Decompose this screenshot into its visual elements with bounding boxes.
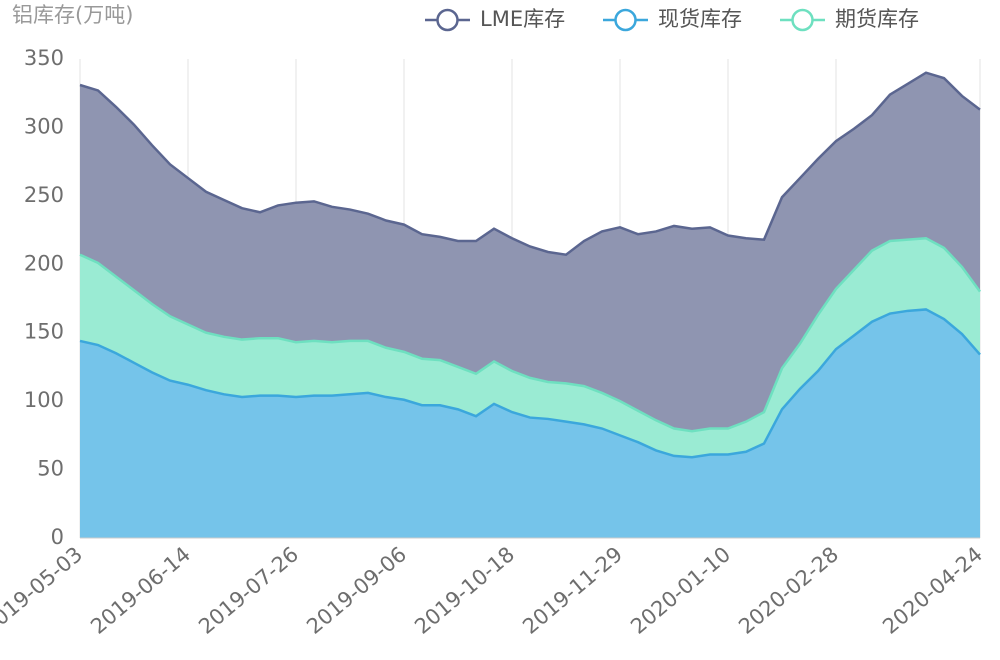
area-fill	[80, 72, 980, 432]
y-tick-label: 250	[24, 183, 64, 207]
x-tick-label: 2019-06-14	[86, 542, 195, 639]
x-tick-label: 2019-05-03	[0, 542, 87, 639]
x-tick-label: 2020-01-10	[626, 542, 735, 639]
legend-marker	[614, 8, 637, 32]
legend-marker	[436, 8, 459, 32]
legend-item: LME库存	[425, 7, 565, 32]
x-tick-label: 2019-11-29	[518, 542, 627, 639]
area-fill	[80, 238, 980, 458]
x-tick-label: 2019-09-06	[302, 542, 411, 639]
y-tick-label: 300	[24, 114, 64, 138]
legend-label: LME库存	[480, 7, 565, 31]
chart-title: 铝库存(万吨)	[12, 3, 133, 27]
y-tick-label: 0	[51, 525, 64, 549]
x-tick-label: 2020-02-28	[734, 542, 843, 639]
legend-label: 期货库存	[835, 7, 919, 31]
area-fill	[80, 309, 980, 538]
legend-label: 现货库存	[658, 7, 742, 31]
y-tick-label: 200	[24, 251, 64, 275]
legend-item: 现货库存	[603, 7, 742, 32]
y-tick-label: 350	[24, 46, 64, 70]
area-line	[79, 71, 981, 257]
x-tick-label: 2019-07-26	[194, 542, 303, 639]
area-line	[79, 308, 981, 459]
y-tick-label: 50	[37, 457, 64, 481]
area-line	[79, 237, 982, 433]
legend-item: 期货库存	[780, 7, 919, 32]
x-tick-label: 2019-10-18	[410, 542, 519, 639]
x-tick-label: 2020-04-24	[878, 542, 987, 639]
y-tick-label: 150	[24, 320, 64, 344]
y-tick-label: 100	[24, 388, 64, 412]
legend-marker	[791, 8, 814, 32]
